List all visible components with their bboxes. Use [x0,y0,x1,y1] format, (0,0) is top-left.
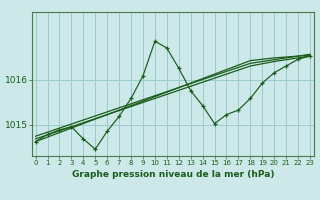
X-axis label: Graphe pression niveau de la mer (hPa): Graphe pression niveau de la mer (hPa) [72,170,274,179]
